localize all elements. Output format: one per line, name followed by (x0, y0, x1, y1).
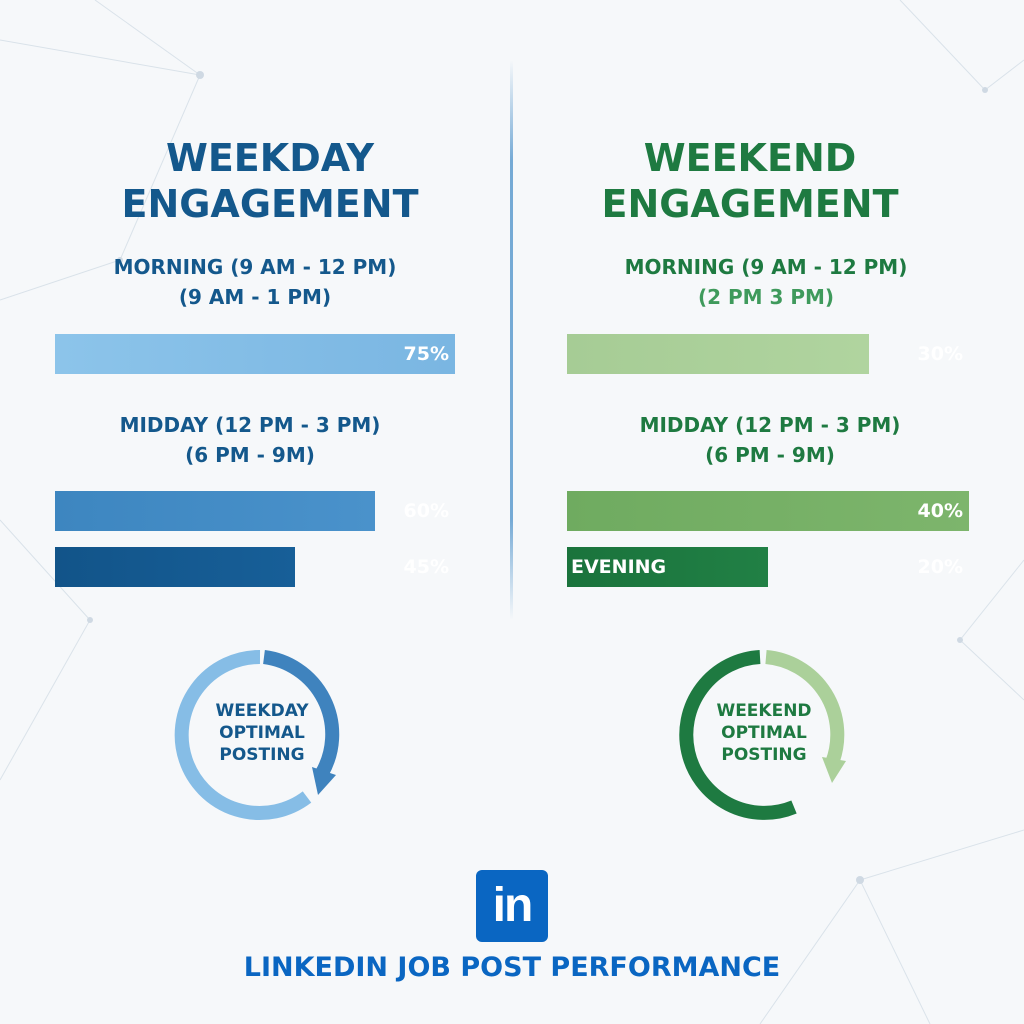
weekday-bar-1 (55, 491, 375, 531)
weekday-ring-arrow-icon (312, 767, 336, 795)
weekday-slot-label-midday-line-2: (6 PM - 9M) (185, 443, 315, 467)
weekend-bar-0 (567, 334, 869, 374)
weekend-bar-1 (567, 491, 969, 531)
weekend-ring-text: WEEKEND OPTIMAL POSTING (699, 700, 829, 766)
column-divider (510, 60, 513, 620)
weekday-bar-track-2: 45% (55, 547, 455, 587)
weekend-ring-text-line-2: OPTIMAL (721, 723, 807, 743)
weekend-bar-1-value-label: 40% (917, 500, 963, 522)
weekday-optimal-ring (174, 649, 340, 820)
weekday-bar-track-1: 60% (55, 491, 455, 531)
weekday-ring-arc-light (174, 649, 312, 820)
weekend-bar-track-0: 30% (567, 334, 969, 374)
weekend-slot-label-midday-line-2: (6 PM - 9M) (705, 443, 835, 467)
weekday-bar-1-value-label: 60% (403, 500, 449, 522)
weekday-slot-label-morning-line-2: (9 AM - 1 PM) (178, 285, 332, 309)
weekday-bar-2 (55, 547, 295, 587)
weekend-title-line-1: WEEKEND (643, 136, 857, 180)
weekday-bar-2-value-label: 45% (403, 556, 449, 578)
weekday-title-line-2: ENGAGEMENT (121, 182, 419, 226)
weekend-ring-text-line-3: POSTING (721, 745, 807, 765)
weekend-bar-track-1: 40% (567, 491, 969, 531)
weekend-slot-label-morning-line-2: (2 PM 3 PM) (697, 285, 835, 309)
weekend-slot-label-morning-line-1: MORNING (9 AM - 12 PM) (624, 255, 908, 279)
weekday-title-line-1: WEEKDAY (165, 136, 375, 180)
linkedin-logo-icon: in (476, 870, 548, 942)
weekend-bar-2-name-label: EVENING (571, 556, 667, 578)
weekend-bar-0-value-label: 30% (917, 343, 963, 365)
weekend-optimal-ring (679, 650, 846, 820)
weekend-slot-label-morning: MORNING (9 AM - 12 PM) (2 PM 3 PM) (546, 252, 986, 312)
weekday-title: WEEKDAY ENGAGEMENT (50, 135, 490, 227)
weekend-bar-track-2: EVENING 20% (567, 547, 969, 587)
weekday-ring-text-line-3: POSTING (219, 745, 305, 765)
weekend-title: WEEKEND ENGAGEMENT (530, 135, 970, 227)
weekend-ring-arc-light (765, 650, 845, 766)
weekend-ring-text-line-1: WEEKEND (716, 701, 812, 721)
weekday-ring-text: WEEKDAY OPTIMAL POSTING (197, 700, 327, 766)
weekend-slot-label-midday-line-1: MIDDAY (12 PM - 3 PM) (639, 413, 901, 437)
weekend-bar-2 (567, 547, 768, 587)
weekend-slot-label-midday: MIDDAY (12 PM - 3 PM) (6 PM - 9M) (550, 410, 990, 470)
weekday-bar-0-value-label: 75% (403, 343, 449, 365)
weekday-ring-arc-dark (262, 650, 340, 777)
weekend-ring-arc-dark (679, 650, 797, 820)
footer-title: LINKEDIN JOB POST PERFORMANCE (243, 952, 781, 983)
weekday-ring-text-line-1: WEEKDAY (215, 701, 309, 721)
weekday-bar-track-0: 75% (55, 334, 455, 374)
weekend-ring-arrow-icon (822, 757, 846, 783)
weekend-bar-2-value-label: 20% (917, 556, 963, 578)
linkedin-logo-text: in (492, 879, 534, 932)
weekday-slot-label-midday: MIDDAY (12 PM - 3 PM) (6 PM - 9M) (30, 410, 470, 470)
weekday-bar-0 (55, 334, 455, 374)
weekday-slot-label-midday-line-1: MIDDAY (12 PM - 3 PM) (119, 413, 381, 437)
weekend-title-line-2: ENGAGEMENT (601, 182, 899, 226)
weekday-ring-text-line-2: OPTIMAL (219, 723, 305, 743)
weekday-slot-label-morning: MORNING (9 AM - 12 PM) (9 AM - 1 PM) (35, 252, 475, 312)
weekday-slot-label-morning-line-1: MORNING (9 AM - 12 PM) (113, 255, 397, 279)
